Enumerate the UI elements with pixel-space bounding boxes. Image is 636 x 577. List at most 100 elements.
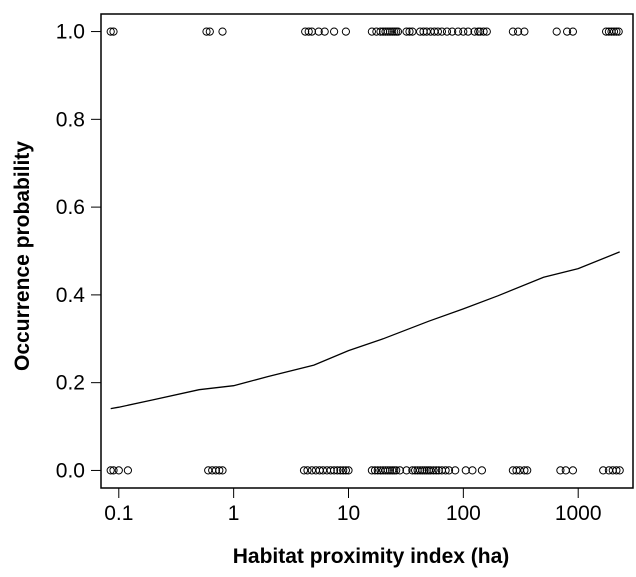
x-axis: 0.1 1 10 100 1000 bbox=[104, 487, 602, 525]
data-point bbox=[405, 27, 414, 36]
data-point bbox=[202, 27, 211, 36]
data-point bbox=[432, 466, 441, 475]
data-point bbox=[392, 466, 401, 475]
data-point bbox=[508, 27, 518, 36]
data-point bbox=[609, 27, 619, 36]
data-point bbox=[341, 466, 350, 475]
data-point bbox=[344, 466, 353, 475]
data-point bbox=[482, 27, 491, 36]
data-point bbox=[388, 27, 397, 36]
data-point bbox=[408, 466, 417, 475]
data-point bbox=[433, 27, 442, 36]
data-point bbox=[451, 466, 460, 475]
data-point bbox=[479, 27, 488, 36]
data-point bbox=[444, 466, 454, 475]
y-axis-title: Occurrence probability bbox=[11, 141, 34, 371]
data-point bbox=[299, 466, 309, 475]
data-point bbox=[416, 466, 425, 475]
data-point bbox=[476, 27, 485, 36]
y-tick-label: 0.0 bbox=[56, 459, 85, 482]
data-point bbox=[599, 466, 608, 475]
data-point bbox=[341, 27, 350, 36]
data-point bbox=[367, 27, 376, 36]
data-point bbox=[461, 466, 470, 475]
x-tick-label: 1000 bbox=[555, 502, 602, 525]
data-point bbox=[372, 27, 381, 36]
data-point bbox=[330, 27, 339, 36]
data-point bbox=[429, 466, 438, 475]
data-point bbox=[464, 27, 473, 36]
data-point bbox=[420, 466, 429, 475]
data-point bbox=[568, 27, 578, 36]
data-point bbox=[442, 27, 452, 36]
data-point bbox=[416, 27, 425, 36]
data-point bbox=[370, 466, 380, 475]
data-point bbox=[468, 466, 477, 475]
data-point bbox=[106, 466, 115, 475]
y-tick-label: 0.4 bbox=[56, 284, 86, 307]
data-point bbox=[385, 27, 395, 36]
data-point bbox=[614, 27, 623, 36]
data-point bbox=[330, 466, 339, 475]
data-point bbox=[109, 27, 118, 36]
data-point bbox=[563, 27, 572, 36]
data-point bbox=[470, 27, 479, 36]
x-tick-label: 0.1 bbox=[104, 502, 133, 525]
data-point bbox=[402, 27, 411, 36]
data-point bbox=[367, 466, 376, 475]
data-point bbox=[556, 466, 565, 475]
data-point bbox=[514, 27, 523, 36]
data-point bbox=[552, 27, 561, 36]
data-point bbox=[385, 466, 395, 475]
y-tick-label: 0.6 bbox=[56, 196, 85, 219]
data-point bbox=[114, 466, 123, 475]
data-point bbox=[314, 27, 323, 36]
data-point bbox=[402, 466, 411, 475]
x-tick-label: 100 bbox=[446, 502, 481, 525]
data-point bbox=[390, 27, 399, 36]
data-point bbox=[395, 466, 404, 475]
data-point bbox=[520, 466, 529, 475]
data-point bbox=[211, 466, 220, 475]
data-point bbox=[205, 27, 214, 36]
data-point bbox=[301, 27, 310, 36]
data-points bbox=[106, 27, 624, 475]
data-point bbox=[326, 466, 335, 475]
data-point bbox=[418, 466, 427, 475]
data-point bbox=[477, 466, 486, 475]
data-point bbox=[523, 466, 532, 475]
data-point bbox=[218, 466, 227, 475]
data-point bbox=[568, 466, 578, 475]
plot-frame bbox=[100, 13, 634, 489]
y-tick-label: 0.8 bbox=[56, 108, 85, 131]
data-point bbox=[339, 466, 348, 475]
data-point bbox=[383, 466, 392, 475]
data-point bbox=[393, 27, 403, 36]
data-point bbox=[383, 27, 392, 36]
data-point bbox=[320, 27, 329, 36]
x-tick-label: 10 bbox=[337, 502, 360, 525]
x-axis-title: Habitat proximity index (ha) bbox=[233, 545, 510, 568]
data-point bbox=[561, 466, 570, 475]
data-point bbox=[318, 466, 328, 475]
data-point bbox=[307, 466, 316, 475]
data-point bbox=[602, 27, 611, 36]
data-point bbox=[218, 27, 227, 36]
data-point bbox=[459, 27, 468, 36]
y-axis: 0.0 0.2 0.4 0.6 0.8 1.0 bbox=[56, 21, 101, 482]
data-point bbox=[408, 27, 417, 36]
data-point bbox=[512, 466, 521, 475]
data-point bbox=[612, 27, 621, 36]
x-tick-label: 1 bbox=[228, 502, 240, 525]
data-point bbox=[373, 466, 382, 475]
fitted-curve bbox=[110, 251, 620, 410]
data-point bbox=[615, 466, 624, 475]
data-point bbox=[520, 27, 529, 36]
data-point bbox=[612, 466, 621, 475]
data-point bbox=[441, 466, 450, 475]
data-point bbox=[106, 27, 115, 36]
data-point bbox=[437, 27, 446, 36]
data-point bbox=[390, 466, 399, 475]
data-point bbox=[303, 466, 312, 475]
data-point bbox=[333, 466, 342, 475]
